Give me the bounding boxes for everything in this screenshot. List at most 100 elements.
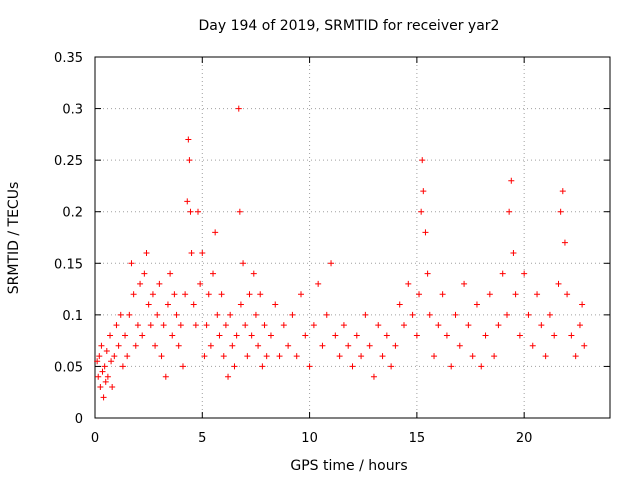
data-point: [495, 322, 502, 329]
data-point: [216, 332, 223, 339]
data-point: [298, 291, 304, 298]
y-tick-label: 0: [75, 412, 83, 427]
data-point: [439, 291, 446, 298]
data-points: [94, 105, 588, 401]
data-point: [182, 291, 189, 298]
data-point: [568, 332, 575, 339]
data-point: [435, 322, 442, 329]
data-point: [95, 373, 102, 380]
x-axis-label: GPS time / hours: [290, 458, 407, 474]
data-point: [443, 332, 450, 339]
x-tick-label: 20: [516, 431, 533, 446]
data-point: [401, 322, 407, 329]
data-point: [261, 322, 268, 329]
x-tick-label: 15: [409, 431, 426, 446]
data-point: [516, 332, 523, 339]
data-point: [456, 342, 463, 349]
y-tick-label: 0.05: [54, 360, 83, 375]
y-tick-label: 0.3: [62, 103, 83, 118]
data-point: [576, 322, 583, 329]
data-point: [104, 373, 111, 380]
data-point: [229, 342, 236, 349]
data-point: [285, 342, 292, 349]
x-tick-label: 5: [198, 431, 206, 446]
data-point: [452, 311, 459, 318]
data-point: [534, 291, 541, 298]
data-point: [557, 208, 564, 215]
data-point: [419, 157, 426, 164]
data-point: [413, 332, 420, 339]
data-point: [250, 270, 257, 277]
data-point: [276, 353, 283, 360]
data-point: [336, 353, 343, 360]
data-point: [167, 270, 174, 277]
data-point: [117, 311, 124, 318]
data-point: [192, 322, 199, 329]
data-point: [392, 342, 399, 349]
data-point: [177, 322, 184, 329]
data-point: [525, 311, 532, 318]
data-point: [306, 363, 313, 370]
data-point: [383, 332, 390, 339]
data-point: [190, 301, 197, 308]
data-point: [111, 353, 118, 360]
data-point: [255, 342, 262, 349]
data-point: [97, 384, 104, 391]
data-point: [293, 353, 300, 360]
data-point: [396, 301, 403, 308]
data-point: [555, 280, 562, 287]
data-point: [201, 353, 208, 360]
data-point: [98, 342, 105, 349]
data-point: [220, 353, 227, 360]
data-point: [152, 342, 159, 349]
grid-lines: [95, 57, 610, 418]
data-point: [128, 260, 135, 267]
data-point: [199, 249, 206, 256]
data-point: [420, 188, 427, 195]
y-tick-label: 0.2: [62, 206, 83, 221]
data-point: [418, 208, 425, 215]
data-point: [564, 291, 571, 298]
data-point: [231, 363, 238, 370]
data-point: [448, 363, 455, 370]
x-tick-label: 10: [301, 431, 318, 446]
data-point: [559, 188, 566, 195]
data-point: [147, 322, 154, 329]
data-point: [188, 249, 195, 256]
data-point: [405, 280, 412, 287]
data-point: [252, 311, 259, 318]
data-point: [233, 332, 240, 339]
data-point: [205, 291, 212, 298]
data-point: [145, 301, 152, 308]
data-point: [504, 311, 510, 318]
data-point: [242, 322, 249, 329]
data-point: [461, 280, 468, 287]
chart-title: Day 194 of 2019, SRMTID for receiver yar…: [199, 18, 500, 34]
data-point: [218, 291, 225, 298]
data-point: [572, 353, 579, 360]
data-point: [315, 280, 322, 287]
data-point: [124, 353, 131, 360]
y-tick-label: 0.25: [54, 154, 83, 169]
data-point: [248, 332, 255, 339]
data-point: [227, 311, 234, 318]
data-point: [328, 260, 335, 267]
x-tick-label: 0: [91, 431, 99, 446]
data-point: [175, 342, 182, 349]
data-point: [119, 363, 126, 370]
data-point: [169, 332, 176, 339]
data-point: [263, 353, 270, 360]
data-point: [482, 332, 489, 339]
data-point: [99, 368, 106, 375]
data-point: [130, 291, 137, 298]
data-point: [236, 208, 243, 215]
data-point: [100, 394, 107, 401]
data-point: [237, 301, 244, 308]
data-point: [561, 239, 568, 246]
data-point: [149, 291, 156, 298]
data-point: [508, 177, 515, 184]
data-point: [139, 332, 146, 339]
data-point: [160, 322, 167, 329]
data-point: [512, 291, 519, 298]
data-point: [197, 280, 204, 287]
